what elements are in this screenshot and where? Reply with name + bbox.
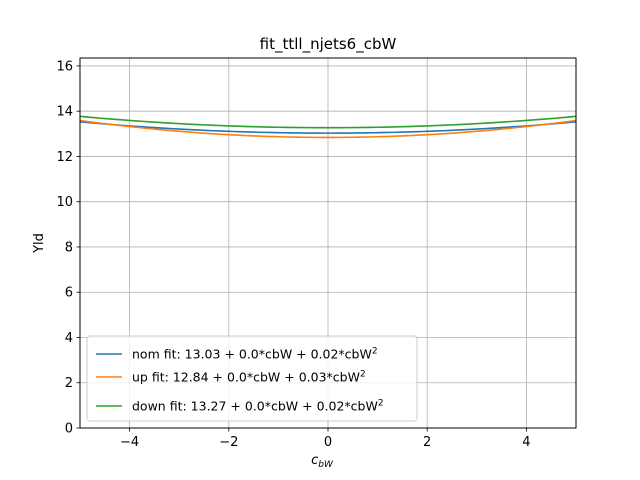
x-axis-label: cbW bbox=[311, 453, 334, 470]
x-tick-label: −4 bbox=[120, 435, 139, 450]
y-tick-label: 2 bbox=[65, 376, 73, 391]
y-axis-label: Yld bbox=[32, 233, 47, 254]
x-tick-label: −2 bbox=[219, 435, 238, 450]
legend-box bbox=[86, 335, 418, 422]
legend: nom fit: 13.03 + 0.0*cbW + 0.02*cbW2 up f… bbox=[86, 335, 418, 422]
y-tick-label: 8 bbox=[65, 240, 73, 255]
y-tick-label: 4 bbox=[65, 331, 73, 346]
y-tick-label: 12 bbox=[56, 150, 73, 165]
axis-ticks: −4 −2 0 2 4 0 2 4 6 8 10 12 14 16 bbox=[56, 59, 530, 450]
series-line-2 bbox=[79, 115, 577, 129]
chart-title: fit_ttll_njets6_cbW bbox=[260, 35, 397, 54]
x-tick-label: 4 bbox=[522, 435, 530, 450]
x-axis-label-subscript: bW bbox=[318, 460, 334, 470]
series-line-0 bbox=[79, 121, 577, 134]
x-tick-label: 0 bbox=[324, 435, 332, 450]
x-tick-label: 2 bbox=[423, 435, 431, 450]
series-line-1 bbox=[79, 119, 577, 139]
y-tick-label: 14 bbox=[56, 105, 73, 120]
series-lines bbox=[79, 115, 577, 139]
y-tick-label: 6 bbox=[65, 286, 73, 301]
legend-label-2: down fit: 13.27 + 0.0*cbW + 0.02*cbW2 bbox=[132, 399, 384, 414]
legend-label-0: nom fit: 13.03 + 0.0*cbW + 0.02*cbW2 bbox=[132, 347, 378, 362]
legend-label-1: up fit: 12.84 + 0.0*cbW + 0.03*cbW2 bbox=[132, 370, 366, 385]
y-tick-label: 0 bbox=[65, 422, 73, 437]
y-tick-label: 10 bbox=[56, 195, 73, 210]
y-tick-label: 16 bbox=[56, 59, 73, 74]
x-axis-label-main: c bbox=[311, 453, 318, 468]
